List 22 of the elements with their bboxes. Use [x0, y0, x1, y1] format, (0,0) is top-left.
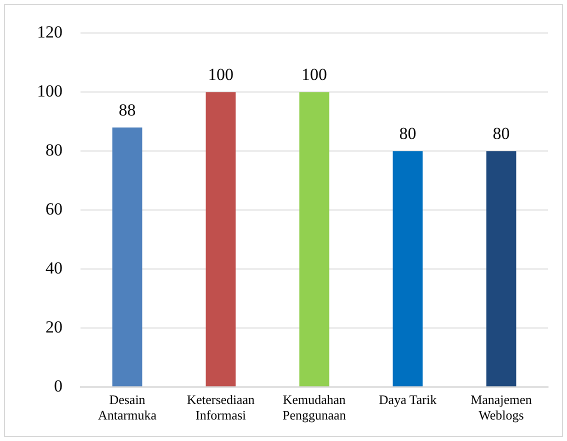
y-tick-label: 100	[37, 82, 62, 101]
bar	[392, 151, 423, 386]
data-label: 100	[302, 65, 327, 84]
y-tick-label: 60	[46, 199, 62, 218]
y-tick-label: 120	[37, 22, 62, 42]
data-label: 100	[208, 65, 234, 84]
y-tick-label: 0	[54, 376, 62, 396]
bar	[486, 151, 516, 386]
y-tick-label: 40	[46, 258, 62, 278]
x-tick-label: Manajemen Weblogs	[470, 392, 532, 423]
x-tick-label: Desain Antarmuka	[98, 392, 157, 423]
data-label: 80	[399, 124, 416, 144]
bar	[206, 92, 236, 386]
x-tick-label: Ketersediaan Informasi	[186, 392, 256, 423]
bar	[299, 92, 330, 386]
y-tick-label: 80	[46, 140, 62, 160]
data-label: 88	[118, 100, 136, 120]
data-label: 80	[492, 124, 510, 144]
x-tick-label: Kemudahan Penggunaan	[282, 392, 347, 423]
x-tick-label: Daya Tarik	[378, 392, 438, 408]
y-tick-label: 20	[46, 317, 62, 336]
bar	[112, 127, 142, 386]
